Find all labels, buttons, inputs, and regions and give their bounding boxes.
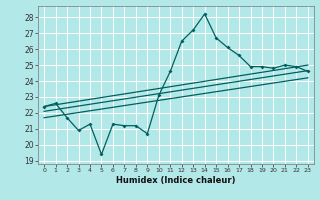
X-axis label: Humidex (Indice chaleur): Humidex (Indice chaleur) [116,176,236,185]
